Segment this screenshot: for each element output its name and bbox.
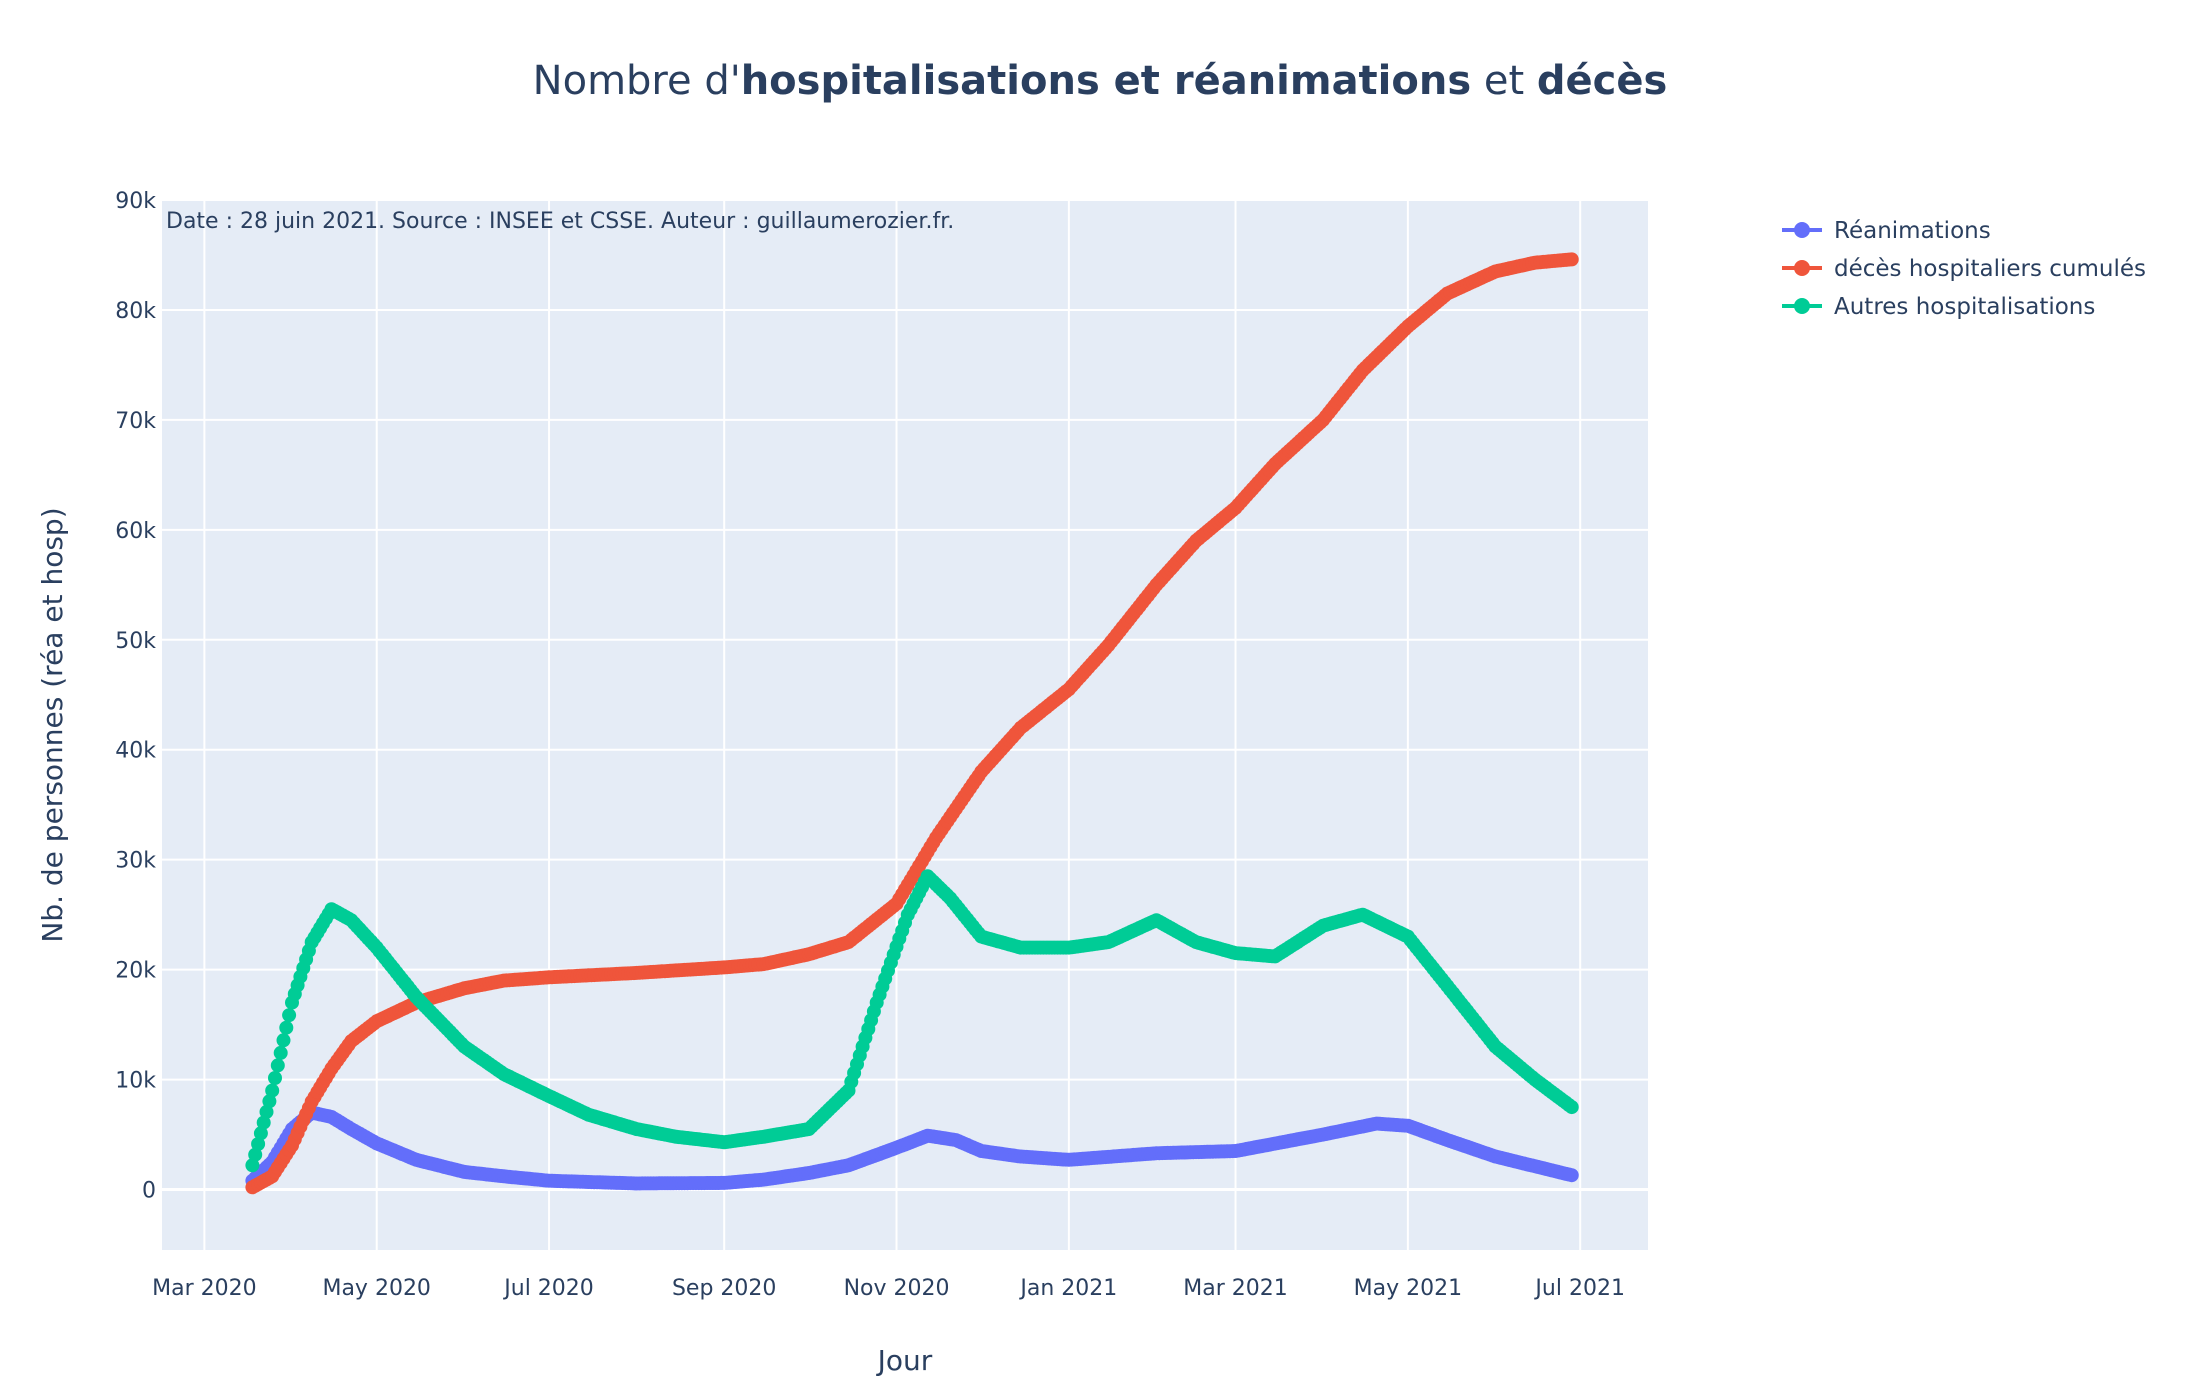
legend-marker [1794, 222, 1810, 238]
y-tick-label: 50k [115, 629, 156, 654]
x-tick-label: Mar 2021 [1183, 1276, 1288, 1301]
data-point [1564, 1100, 1579, 1115]
legend-label: décès hospitaliers cumulés [1834, 256, 2146, 282]
legend-marker [1794, 298, 1810, 314]
x-tick-label: Jul 2021 [1533, 1276, 1625, 1301]
data-point [268, 1071, 282, 1085]
x-axis-ticks: Mar 2020 May 2020 Jul 2020 Sep 2020 Nov 2020… [152, 1276, 1625, 1301]
grid-lines [162, 199, 1648, 1250]
data-point [253, 1126, 268, 1141]
plot-background [162, 200, 1648, 1250]
data-point [282, 1008, 297, 1023]
x-tick-label: Jan 2021 [1018, 1276, 1117, 1301]
chart-title-bold-2: décès [1536, 58, 1668, 104]
y-tick-label: 0 [142, 1179, 156, 1204]
data-point [270, 1058, 285, 1073]
traces [245, 252, 1579, 1195]
chart-title: Nombre d'hospitalisations et réanimation… [0, 58, 2200, 104]
data-point [1564, 252, 1579, 267]
x-tick-label: Nov 2020 [844, 1276, 950, 1301]
x-tick-label: Mar 2020 [152, 1276, 257, 1301]
data-point [262, 1094, 277, 1109]
legend-marker [1794, 260, 1810, 276]
data-point [251, 1137, 266, 1151]
data-point [248, 1147, 263, 1162]
data-point [256, 1115, 271, 1130]
x-tick-label: Jul 2020 [502, 1276, 594, 1301]
y-tick-label: 90k [115, 189, 156, 214]
x-tick-label: May 2021 [1354, 1276, 1462, 1301]
y-axis-ticks: 0 10k 20k 30k 40k 50k 60k 70k 80k 90k [115, 189, 156, 1204]
data-point [1564, 1168, 1579, 1183]
legend-label: Réanimations [1834, 218, 1991, 244]
y-axis-title: Nb. de personnes (réa et hosp) [36, 507, 69, 942]
chart-title-prefix: Nombre d' [532, 58, 741, 104]
y-tick-label: 30k [115, 849, 156, 874]
data-point [273, 1045, 288, 1060]
legend-label: Autres hospitalisations [1834, 294, 2095, 320]
data-point [259, 1104, 274, 1119]
chart-title-bold-1: hospitalisations et réanimations [740, 58, 1472, 104]
y-tick-label: 40k [115, 739, 156, 764]
data-point [265, 1083, 280, 1098]
data-point [245, 1158, 260, 1173]
y-tick-label: 20k [115, 959, 156, 984]
chart-title-middle: et [1471, 58, 1537, 104]
x-tick-label: Sep 2020 [672, 1276, 776, 1301]
y-tick-label: 70k [115, 409, 156, 434]
legend-item[interactable]: Autres hospitalisations [1782, 294, 2095, 320]
data-point [276, 1033, 291, 1048]
series-3 [245, 869, 1579, 1173]
legend-item[interactable]: Réanimations [1782, 218, 1991, 244]
x-axis-title: Jour [876, 1344, 933, 1377]
data-point [279, 1020, 294, 1035]
series-2 [245, 252, 1579, 1195]
source-annotation: Date : 28 juin 2021. Source : INSEE et C… [166, 209, 954, 234]
x-tick-label: May 2020 [322, 1276, 430, 1301]
y-tick-label: 80k [115, 299, 156, 324]
legend-item[interactable]: décès hospitaliers cumulés [1782, 256, 2146, 282]
legend[interactable]: Réanimations décès hospitaliers cumulés Au… [1782, 218, 2146, 320]
series-1 [245, 1105, 1579, 1191]
y-tick-label: 60k [115, 519, 156, 544]
y-tick-label: 10k [115, 1069, 156, 1094]
